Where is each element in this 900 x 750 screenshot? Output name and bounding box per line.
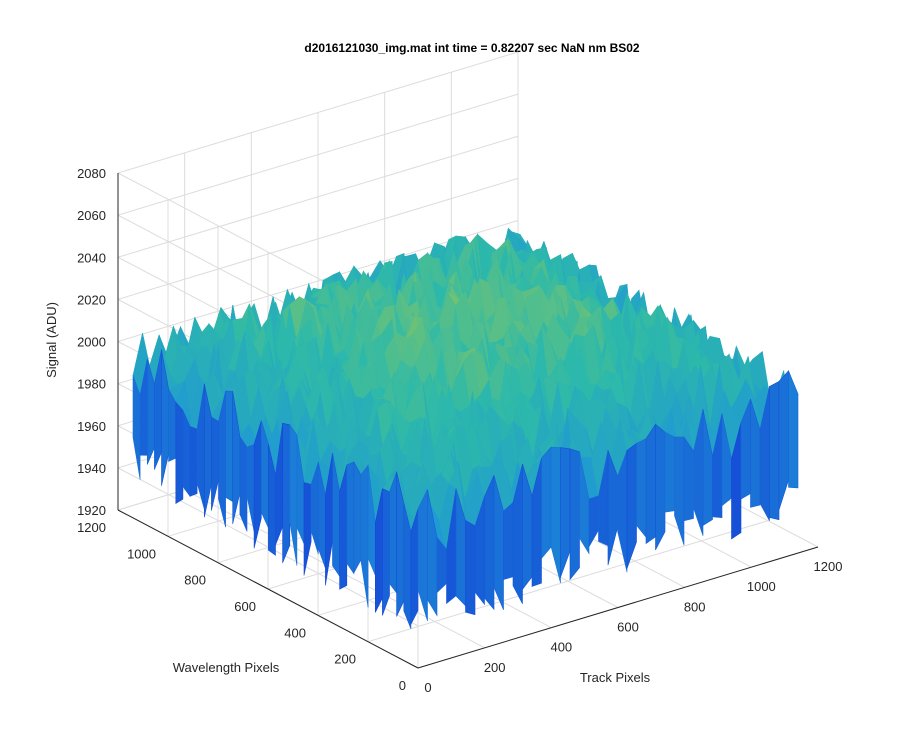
- chart-title: d2016121030_img.mat int time = 0.82207 s…: [304, 41, 640, 55]
- surface-skirt-right: [560, 447, 571, 578]
- surface-skirt-left: [132, 375, 141, 480]
- x-tick-label: 800: [684, 599, 706, 614]
- surface-skirt-right: [465, 519, 476, 616]
- surface-skirt-right: [512, 463, 523, 604]
- z-tick-label: 2060: [77, 208, 106, 223]
- grid-line-floor-y: [367, 520, 769, 643]
- surface-skirt-left: [282, 422, 291, 564]
- surface-skirt-right: [683, 436, 694, 522]
- y-axis-label: Wavelength Pixels: [173, 660, 280, 675]
- x-tick-label: 1200: [814, 559, 843, 574]
- surface-skirt-right: [531, 457, 542, 587]
- surface-skirt-left: [410, 508, 419, 625]
- surface-skirt-right: [674, 436, 685, 546]
- z-tick-label: 2000: [77, 335, 106, 350]
- x-tick-label: 400: [550, 640, 572, 655]
- x-tick-label: 1000: [747, 579, 776, 594]
- surface-skirt-right: [778, 370, 789, 510]
- surface-skirt-right: [712, 413, 723, 519]
- z-axis-label: Signal (ADU): [44, 302, 59, 378]
- y-axis-line: [117, 509, 419, 669]
- surface-skirt-left: [382, 488, 390, 616]
- y-tick-label: 200: [334, 652, 356, 667]
- x-axis-ticks: 0 200 400 600 800 1000 1200: [424, 559, 843, 695]
- surface-skirt-right: [550, 446, 561, 583]
- y-axis-ticks: 0 200 400 600 800 1000 1200: [77, 520, 406, 693]
- surface-skirt-right: [579, 451, 590, 555]
- surface-skirt-right: [417, 489, 428, 622]
- grid-line-back-z: [117, 51, 519, 174]
- surface-skirt-right: [427, 489, 438, 617]
- surface-skirt-left: [289, 423, 298, 566]
- surface-skirt-right: [750, 398, 761, 508]
- surface-skirt-right: [493, 475, 504, 611]
- surface-skirt-right: [645, 423, 656, 545]
- surface-skirt-left: [339, 464, 348, 590]
- surface-skirt-left: [403, 502, 412, 629]
- y-tick-label: 400: [284, 625, 306, 640]
- surface-skirt-right: [474, 496, 485, 606]
- surface-skirt-left: [310, 461, 319, 555]
- x-axis-label: Track Pixels: [580, 670, 651, 685]
- surface-skirt-left: [211, 416, 219, 511]
- surface-skirt-right: [484, 475, 495, 611]
- x-tick-label: 200: [484, 660, 506, 675]
- z-tick-label: 1960: [77, 419, 106, 434]
- x-axis-line: [417, 546, 819, 669]
- surface-skirt-right: [769, 381, 780, 521]
- z-tick-label: 2040: [77, 250, 106, 265]
- grid-line-back-z: [117, 135, 519, 258]
- surface-skirt-right: [569, 448, 580, 581]
- x-tick-label: 600: [617, 620, 639, 635]
- surface-mesh: [132, 227, 799, 629]
- z-tick-label: 2020: [77, 292, 106, 307]
- surface-skirt-right: [503, 501, 514, 581]
- z-tick-label: 2080: [77, 166, 106, 181]
- surface-skirt-left: [360, 464, 369, 608]
- z-tick-label: 1920: [77, 503, 106, 518]
- surface-skirt-left: [346, 461, 355, 575]
- surface-skirt-right: [655, 423, 666, 551]
- surface-skirt-right: [693, 409, 704, 536]
- y-tick-label: 800: [184, 573, 206, 588]
- surface-skirt-right: [759, 386, 770, 521]
- surface-skirt-left: [175, 401, 184, 505]
- surface-skirt-right: [664, 431, 675, 513]
- y-tick-label: 1200: [77, 520, 106, 535]
- grid-line-back-z: [117, 93, 519, 216]
- surface-skirt-right: [731, 422, 742, 540]
- surface-skirt-left: [182, 410, 191, 498]
- surface-skirt-right: [702, 409, 713, 527]
- z-tick-label: 1980: [77, 377, 106, 392]
- y-tick-label: 1000: [127, 546, 156, 561]
- surface-skirt-right: [541, 446, 552, 560]
- surface-skirt-left: [189, 425, 198, 497]
- surface-skirt-right: [788, 370, 799, 489]
- surface-skirt-right: [617, 450, 628, 573]
- surface-skirt-left: [246, 443, 255, 532]
- y-tick-label: 600: [234, 599, 256, 614]
- surface-skirt-right: [636, 438, 647, 538]
- z-axis-ticks: 1920 1940 1960 1980 2000 2020 2040 2060 2080: [77, 166, 106, 518]
- surface-skirt-left: [353, 460, 362, 574]
- surface-skirt-left: [168, 388, 177, 462]
- surface-skirt-left: [268, 443, 276, 556]
- surface-skirt-left: [239, 435, 248, 532]
- surface-skirt-left: [218, 391, 226, 528]
- surface-skirt-left: [389, 471, 397, 594]
- x-tick-label: 0: [424, 680, 431, 695]
- grid-line-back-z: [117, 177, 519, 300]
- surface-skirt-left: [225, 390, 233, 503]
- surface-skirt-right: [626, 442, 637, 569]
- surface-skirt-left: [303, 482, 312, 576]
- y-tick-label: 0: [399, 678, 406, 693]
- axis-box: [117, 173, 819, 669]
- surface-skirt-left: [253, 420, 262, 549]
- z-tick-label: 1940: [77, 461, 106, 476]
